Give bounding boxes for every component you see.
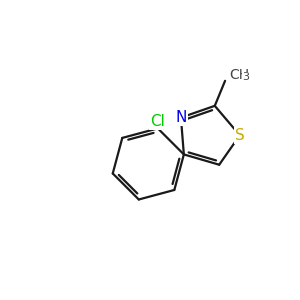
Text: Cl: Cl (150, 113, 165, 128)
Text: CH: CH (230, 68, 250, 82)
Text: S: S (235, 128, 245, 143)
Text: N: N (175, 110, 187, 125)
Text: 3: 3 (242, 72, 249, 82)
